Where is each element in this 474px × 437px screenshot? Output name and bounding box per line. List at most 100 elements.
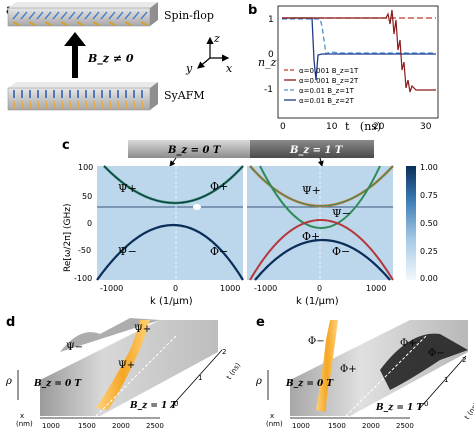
d-ylabel: ρ — [5, 376, 12, 387]
d-ttick-0: 0 — [174, 400, 178, 408]
cbar-tick-025: 0.25 — [420, 247, 438, 256]
right-phi-minus: Φ− — [332, 245, 350, 258]
panel-d-label: d — [6, 315, 15, 330]
d-xlabel: x — [20, 412, 24, 420]
panel-b-xlabel: t (ns) — [345, 120, 381, 133]
syafm-slab — [7, 82, 158, 111]
left-phi-plus: Φ+ — [210, 180, 228, 193]
e-xtick-2000: 2000 — [362, 422, 380, 430]
colorbar — [406, 166, 416, 280]
d-ttick-1: 1 — [198, 374, 202, 382]
axis-z-label: z — [213, 32, 220, 45]
panel-c-label: c — [62, 138, 70, 153]
e-tlabel: t (ns) — [463, 401, 474, 421]
panel-c-map-left — [96, 165, 244, 281]
legend-item-3: α=0.01 B_z=1T — [299, 87, 355, 95]
panel-c-ytick-neg100: -100 — [74, 274, 92, 283]
panel-c-xtick-left-neg1000: -1000 — [100, 284, 123, 293]
d-xtick-2000: 2000 — [112, 422, 130, 430]
coordinate-axes — [197, 36, 230, 69]
panel-b-ylabel: n_z — [258, 56, 277, 69]
spin-flop-label: Spin-flop — [164, 9, 214, 22]
panel-b-traces — [282, 9, 436, 93]
panel-b-ytick-1: 1 — [268, 15, 274, 25]
d-xtick-2500: 2500 — [146, 422, 164, 430]
axis-y-label: y — [185, 62, 193, 75]
left-psi-plus: Ψ+ — [118, 182, 137, 195]
e-region-left: B_z = 0 T — [285, 379, 334, 389]
e-phi-plus-1: Φ+ — [340, 364, 357, 375]
e-xlabel-unit: (nm) — [266, 420, 283, 428]
panel-c-xtick-right-1000: 1000 — [366, 284, 386, 293]
e-xtick-2500: 2500 — [396, 422, 414, 430]
panel-c-xlabel-right: k (1/μm) — [296, 296, 339, 307]
e-xlabel: x — [270, 412, 274, 420]
e-ylabel: ρ — [255, 376, 262, 387]
panel-c-xtick-right-0: 0 — [317, 284, 322, 293]
panel-c-ytick-neg50: -50 — [78, 246, 91, 255]
e-ttick-0: 0 — [424, 400, 428, 408]
surface-e — [290, 320, 468, 416]
e-xtick-1500: 1500 — [328, 422, 346, 430]
panel-c-xtick-right-neg1000: -1000 — [254, 284, 277, 293]
d-xlabel-unit: (nm) — [16, 420, 33, 428]
panel-c-ytick-100: 100 — [78, 163, 93, 172]
left-phi-minus: Φ− — [210, 245, 228, 258]
panel-b-xtick-0: 0 — [280, 122, 286, 132]
panel-e: e Φ− Φ+ Φ+ Φ− B_z = 0 T B_z = 1 T ρ 1000… — [255, 315, 474, 430]
d-psi-plus: Ψ+ — [118, 360, 135, 371]
d-region-left: B_z = 0 T — [33, 379, 82, 389]
panel-c-xlabel: k (1/μm) — [150, 296, 193, 307]
panel-c-ytick-0: 0 — [87, 219, 92, 228]
panel-b-legend: α=0.001 B_z=1T α=0.001 B_z=2T α=0.01 B_z… — [284, 67, 359, 105]
panel-c-xtick-left-1000: 1000 — [220, 284, 240, 293]
d-ttick-2: 2 — [222, 348, 226, 356]
svg-text:B_z = 1 T: B_z = 1 T — [289, 145, 344, 156]
trace-dark-red — [282, 9, 436, 93]
panel-c-header-right: B_z = 1 T — [250, 140, 374, 158]
trace-blue-light — [282, 18, 436, 55]
panel-b-xtick-10: 10 — [326, 122, 338, 132]
spin-flop-slab — [7, 2, 158, 27]
cbar-tick-000: 0.00 — [420, 274, 438, 283]
orange-band-e — [316, 320, 338, 412]
orange-band-d — [96, 320, 150, 410]
panel-c-header-left: B_z = 0 T — [128, 140, 250, 158]
panel-b-xtick-30: 30 — [420, 122, 432, 132]
panel-c-ylabel: Re[ω/2π] (GHz) — [63, 204, 73, 272]
field-label: B_z ≠ 0 — [87, 52, 134, 66]
e-phi-minus-2: Φ− — [428, 348, 445, 359]
panel-b-axes — [277, 5, 439, 119]
cbar-tick-075: 0.75 — [420, 191, 438, 200]
d-tlabel: t (ns) — [225, 361, 242, 381]
right-phi-plus: Φ+ — [302, 230, 320, 243]
d-psi-plus-top: Ψ+ — [134, 324, 151, 335]
panel-b-label: b — [248, 3, 257, 18]
e-region-right: B_z = 1 T — [375, 403, 424, 413]
right-psi-plus: Ψ+ — [302, 184, 321, 197]
e-ttick-2: 2 — [462, 356, 466, 364]
e-xtick-1000: 1000 — [292, 422, 310, 430]
axis-x-label: x — [226, 62, 233, 75]
field-arrow — [64, 32, 86, 78]
panel-b-xtick-20: 20 — [373, 122, 385, 132]
d-xtick-1000: 1000 — [42, 422, 60, 430]
legend-item-4: α=0.01 B_z=2T — [299, 97, 355, 105]
right-psi-minus: Ψ− — [332, 207, 351, 220]
panel-d: d Ψ− Ψ+ Ψ+ B_z = 0 T B_z = 1 T ρ 1000 15… — [5, 315, 242, 430]
legend-item-1: α=0.001 B_z=1T — [299, 67, 359, 75]
e-phi-plus-2: Φ+ — [400, 338, 417, 349]
d-psi-minus: Ψ− — [66, 342, 83, 353]
panel-c: c B_z = 0 T B_z = 1 T Ψ+ Φ+ Ψ− Φ− — [62, 138, 438, 307]
panel-c-map-right — [247, 165, 394, 281]
panel-b-ytick-0: 0 — [268, 50, 274, 60]
cbar-tick-050: 0.50 — [420, 219, 438, 228]
panel-b: b n_z 1 0 -1 0 10 20 30 t (ns) α=0.001 B… — [248, 3, 439, 133]
svg-text:B_z = 0 T: B_z = 0 T — [167, 145, 222, 156]
e-phi-minus: Φ− — [308, 336, 325, 347]
e-ttick-1: 1 — [444, 376, 448, 384]
panel-b-ytick-neg1: -1 — [264, 85, 273, 95]
panel-a: a Spin-flop B_z ≠ — [6, 2, 233, 111]
left-psi-minus: Ψ− — [118, 245, 137, 258]
syafm-label: SyAFM — [164, 89, 205, 102]
